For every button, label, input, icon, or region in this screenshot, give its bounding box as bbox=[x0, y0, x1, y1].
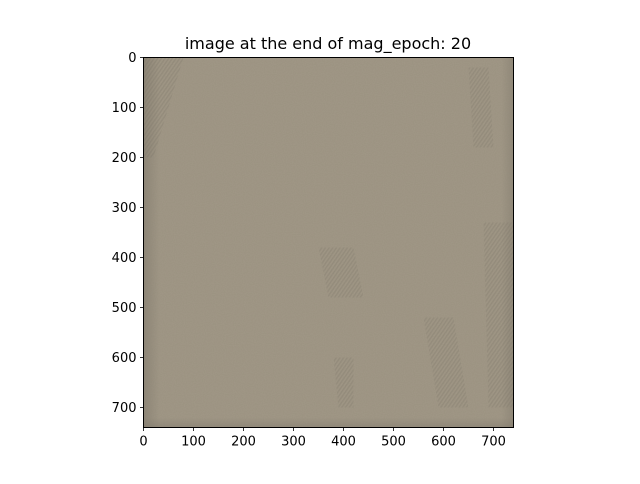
artifact-band-3 bbox=[468, 67, 494, 148]
x-tick-label: 300 bbox=[281, 435, 306, 450]
y-tick-label: 400 bbox=[112, 251, 137, 266]
x-tick-label: 600 bbox=[431, 435, 456, 450]
y-tick-label: 700 bbox=[112, 401, 137, 416]
x-tick-label: 0 bbox=[139, 435, 147, 450]
x-tick-label: 400 bbox=[331, 435, 356, 450]
y-tick-label: 200 bbox=[112, 151, 137, 166]
y-tick-label: 0 bbox=[128, 51, 136, 66]
x-tick-label: 200 bbox=[231, 435, 256, 450]
y-tick-label: 600 bbox=[112, 351, 137, 366]
x-tick-label: 100 bbox=[181, 435, 206, 450]
x-tick-label: 700 bbox=[481, 435, 506, 450]
artifact-band-0 bbox=[143, 57, 184, 158]
y-tick-label: 100 bbox=[112, 101, 137, 116]
image-edge-bottom bbox=[143, 417, 514, 428]
y-tick-label: 500 bbox=[112, 301, 137, 316]
image-heatmap bbox=[143, 57, 514, 428]
artifact-band-5 bbox=[333, 357, 354, 408]
axes-frame bbox=[143, 57, 514, 428]
artifact-band-1 bbox=[318, 247, 364, 298]
y-axis: 0 100 200 300 400 500 600 700 bbox=[112, 51, 144, 416]
y-tick-label: 300 bbox=[112, 201, 137, 216]
artifact-band-2 bbox=[423, 317, 469, 408]
x-axis: 0 100 200 300 400 500 600 700 bbox=[139, 427, 506, 450]
x-tick-label: 500 bbox=[381, 435, 406, 450]
chart-title: image at the end of mag_epoch: 20 bbox=[184, 34, 472, 53]
artifact-band-4 bbox=[483, 222, 514, 408]
